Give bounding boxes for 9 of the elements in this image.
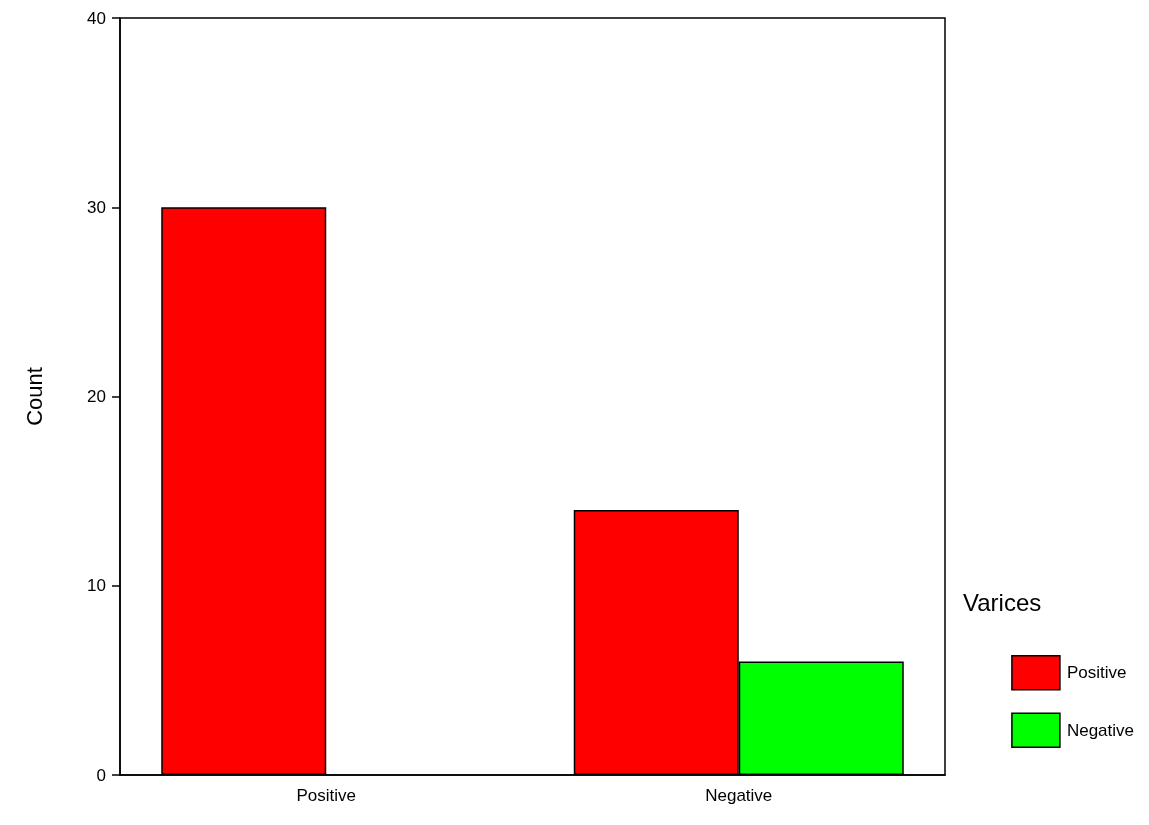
- legend-title: Varices: [963, 588, 1042, 616]
- legend-label: Positive: [1066, 663, 1127, 683]
- y-tick-label: 10: [87, 576, 106, 596]
- y-tick-label: 20: [87, 387, 106, 406]
- legend-label: Negative: [1066, 720, 1135, 740]
- y-tick-label: 40: [87, 8, 106, 28]
- y-tick-label: 0: [96, 765, 106, 785]
- y-tick-label: 30: [87, 197, 106, 217]
- y-axis-title: Count: [21, 367, 47, 426]
